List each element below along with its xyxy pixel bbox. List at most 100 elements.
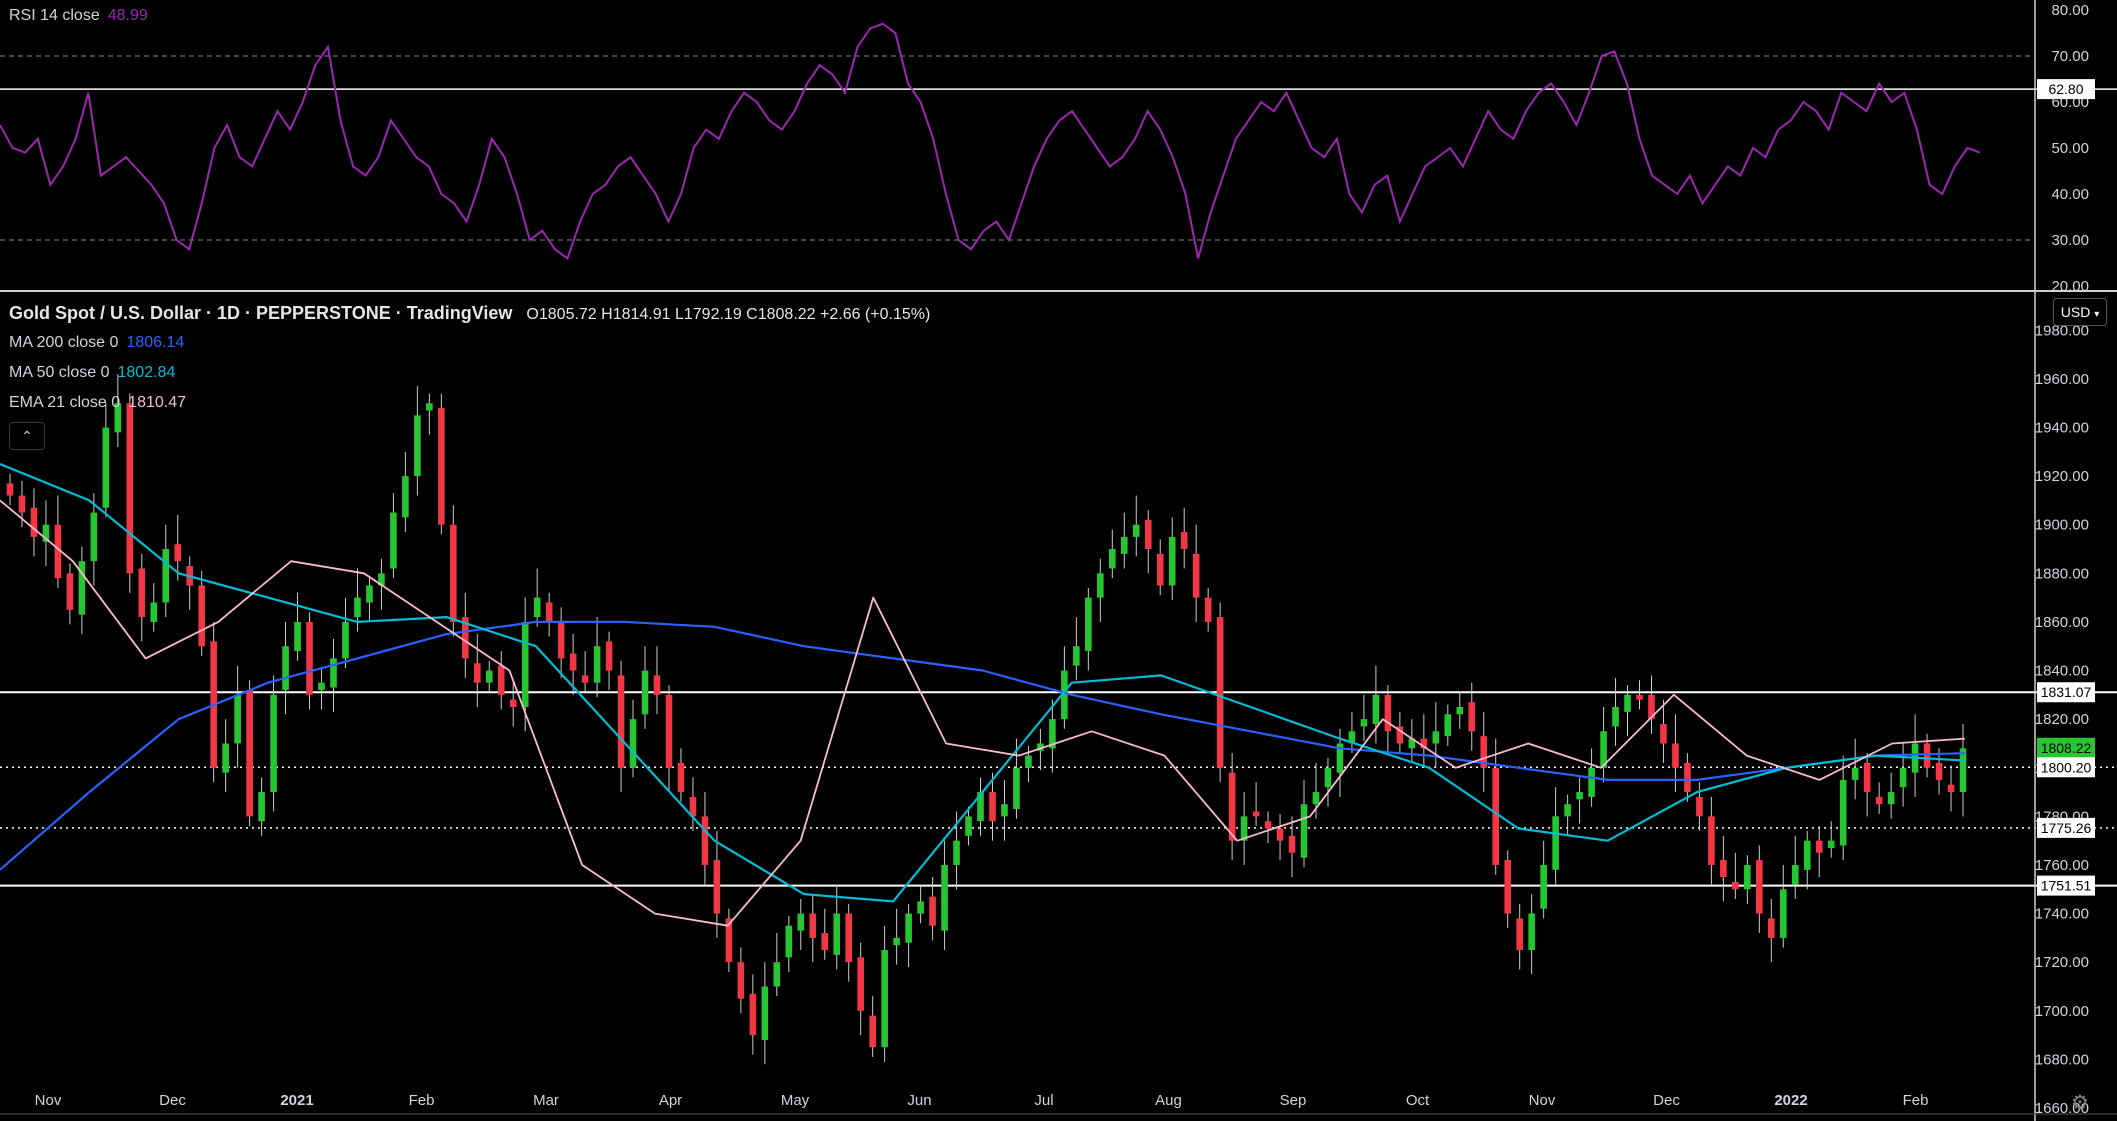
candle bbox=[246, 689, 253, 817]
price-tag bbox=[2037, 737, 2095, 758]
candle bbox=[857, 957, 864, 1011]
candle bbox=[150, 602, 158, 622]
candle bbox=[126, 403, 134, 574]
candle bbox=[941, 864, 948, 931]
candle bbox=[989, 792, 996, 822]
currency-button[interactable]: USD ▾ bbox=[2053, 298, 2107, 326]
candle bbox=[1228, 772, 1236, 841]
candle bbox=[1252, 811, 1260, 817]
price-scale[interactable]: 80.0070.0060.0050.0040.0030.0020.0062.80… bbox=[2035, 2, 2095, 1117]
time-axis[interactable]: Nov Dec 2021 Feb Mar Apr May Jun Jul Aug Sep Oct Nov… bbox=[35, 1092, 1929, 1109]
candle bbox=[905, 913, 912, 943]
time-axis-label: Jun bbox=[907, 1092, 931, 1109]
price-tag-text: 1800.20 bbox=[2041, 759, 2092, 775]
ma200-legend[interactable]: MA 200 close 0 1806.14 bbox=[9, 334, 184, 352]
candle bbox=[1516, 918, 1523, 951]
candle bbox=[426, 403, 433, 411]
price-tag-text: 1831.07 bbox=[2041, 684, 2092, 700]
candle bbox=[1097, 573, 1104, 598]
candle bbox=[833, 913, 841, 955]
candle bbox=[557, 621, 565, 659]
candle bbox=[282, 646, 289, 690]
candle bbox=[1109, 549, 1116, 569]
candle bbox=[1492, 767, 1500, 865]
time-axis-label: Oct bbox=[1406, 1092, 1430, 1109]
price-scale-tick: 1940.00 bbox=[2035, 420, 2089, 437]
candle bbox=[1216, 617, 1224, 768]
candle bbox=[617, 675, 625, 768]
rsi-legend[interactable]: RSI 14 close 48.99 bbox=[9, 7, 148, 25]
gear-icon[interactable]: ⚙ bbox=[2071, 1092, 2089, 1114]
candle bbox=[378, 573, 385, 586]
candle bbox=[797, 913, 805, 931]
candle bbox=[1144, 519, 1152, 550]
time-axis-label: 2021 bbox=[280, 1092, 313, 1109]
rsi-scale-tick: 20.00 bbox=[2051, 278, 2089, 295]
candle bbox=[737, 962, 745, 999]
candle bbox=[809, 913, 817, 938]
candle bbox=[1851, 767, 1859, 780]
candle bbox=[1420, 738, 1428, 749]
ema21-legend[interactable]: EMA 21 close 0 1810.47 bbox=[9, 394, 186, 412]
candle bbox=[893, 937, 900, 946]
price-scale-tick: 1700.00 bbox=[2035, 1003, 2089, 1020]
candle bbox=[761, 986, 769, 1040]
time-axis-label: May bbox=[781, 1092, 810, 1109]
price-tag-text: 1751.51 bbox=[2041, 878, 2092, 894]
candle bbox=[1360, 719, 1368, 727]
ma50-value: 1802.84 bbox=[117, 364, 176, 381]
rsi-value: 48.99 bbox=[107, 7, 148, 24]
candle bbox=[1791, 864, 1799, 885]
candle bbox=[1827, 840, 1835, 848]
candle bbox=[1180, 532, 1188, 550]
candle bbox=[1192, 553, 1200, 598]
candle bbox=[30, 507, 38, 537]
candle bbox=[689, 796, 697, 817]
candle bbox=[1468, 702, 1476, 732]
candle bbox=[162, 549, 170, 603]
candle bbox=[1660, 724, 1667, 744]
ma200-value: 1806.14 bbox=[126, 334, 185, 351]
candle bbox=[485, 670, 493, 683]
candle bbox=[114, 403, 122, 433]
candle bbox=[1276, 828, 1284, 841]
candle bbox=[1300, 804, 1308, 858]
candle bbox=[1803, 840, 1811, 870]
candle bbox=[174, 544, 182, 562]
symbol-legend[interactable]: Gold Spot / U.S. Dollar · 1D · PEPPERSTO… bbox=[9, 303, 930, 324]
candle bbox=[1720, 860, 1727, 878]
candle bbox=[1037, 743, 1044, 751]
rsi-panel bbox=[0, 22, 2117, 261]
candle bbox=[1612, 707, 1619, 727]
candle bbox=[1456, 707, 1464, 715]
candle bbox=[1085, 597, 1092, 652]
rsi-scale-tick: 80.00 bbox=[2051, 2, 2089, 19]
time-axis-label: Nov bbox=[1529, 1092, 1556, 1109]
candle bbox=[1073, 646, 1080, 666]
ma50-legend[interactable]: MA 50 close 0 1802.84 bbox=[9, 364, 175, 382]
chevron-up-icon: ⌃ bbox=[21, 428, 33, 444]
time-axis-label: Dec bbox=[159, 1092, 186, 1109]
time-axis-label: Nov bbox=[35, 1092, 62, 1109]
price-scale-tick: 1900.00 bbox=[2035, 517, 2089, 534]
rsi-scale-tick: 70.00 bbox=[2051, 48, 2089, 65]
candle bbox=[653, 675, 661, 695]
collapse-legend-button[interactable]: ⌃ bbox=[9, 422, 45, 450]
candle bbox=[102, 427, 110, 508]
candle bbox=[725, 918, 733, 963]
candle bbox=[438, 408, 445, 525]
ema21-line bbox=[0, 499, 1966, 927]
candle bbox=[1168, 536, 1176, 586]
currency-label: USD bbox=[2060, 304, 2091, 320]
candle bbox=[390, 512, 397, 569]
ema21-label: EMA 21 close 0 bbox=[9, 394, 121, 411]
candle bbox=[1504, 860, 1511, 914]
candle bbox=[1959, 748, 1967, 793]
candle bbox=[1815, 840, 1823, 853]
price-tag bbox=[2037, 682, 2095, 703]
candle bbox=[953, 840, 960, 865]
ema21-value: 1810.47 bbox=[128, 394, 187, 411]
candle bbox=[1648, 694, 1655, 720]
candle bbox=[821, 933, 829, 951]
candle bbox=[473, 663, 481, 683]
